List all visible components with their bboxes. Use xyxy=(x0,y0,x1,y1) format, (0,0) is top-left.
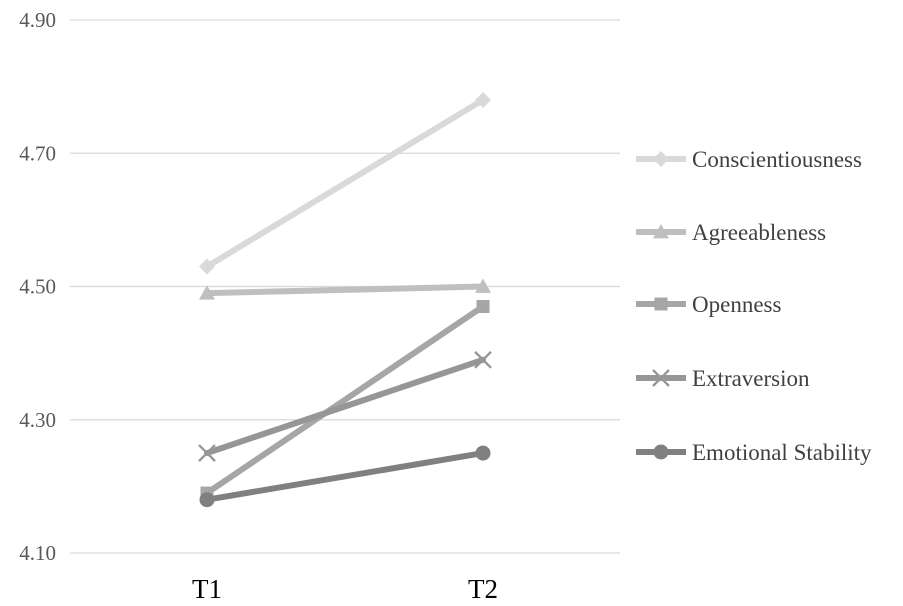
data-point xyxy=(475,278,491,293)
data-point xyxy=(199,285,215,300)
x-category-label: T2 xyxy=(468,574,498,604)
series-extraversion xyxy=(198,350,492,462)
series-openness xyxy=(200,299,490,500)
legend-item: Emotional Stability xyxy=(636,440,872,465)
legend-item: Extraversion xyxy=(636,366,810,391)
data-point xyxy=(199,492,215,508)
series-line xyxy=(204,96,486,270)
legend-item: Agreeableness xyxy=(636,220,826,245)
series-agreeableness xyxy=(199,278,491,300)
series-line xyxy=(204,303,486,497)
data-point xyxy=(199,258,215,275)
data-point xyxy=(476,299,490,313)
series-emotional-stability xyxy=(199,445,491,508)
legend-label: Agreeableness xyxy=(692,220,826,245)
y-tick-label: 4.70 xyxy=(19,141,56,165)
legend-item: Openness xyxy=(636,292,781,317)
y-tick-label: 4.50 xyxy=(19,275,56,299)
gridlines xyxy=(70,19,620,554)
series-conscientiousness xyxy=(199,91,491,275)
data-point xyxy=(474,350,492,369)
series-group xyxy=(198,91,492,508)
series-line xyxy=(204,356,486,457)
y-tick-label: 4.90 xyxy=(19,8,56,32)
y-tick-label: 4.30 xyxy=(19,408,56,432)
y-tick-label: 4.10 xyxy=(19,541,56,565)
data-point xyxy=(475,445,491,461)
x-axis-category-labels: T1 T2 xyxy=(192,574,498,604)
series-line xyxy=(204,283,486,297)
data-point xyxy=(198,444,216,462)
y-axis-tick-labels: 4.10 4.30 4.50 4.70 4.90 xyxy=(19,8,56,565)
legend-marker xyxy=(653,151,669,167)
x-category-label: T1 xyxy=(192,574,222,604)
legend: Conscientiousness Agreeableness Openness Ex… xyxy=(636,147,872,465)
legend-marker xyxy=(654,297,668,311)
data-point xyxy=(475,91,491,108)
legend-marker xyxy=(653,444,669,460)
legend-label: Extraversion xyxy=(692,366,810,391)
legend-label: Emotional Stability xyxy=(692,440,872,465)
legend-item: Conscientiousness xyxy=(636,147,862,172)
legend-marker xyxy=(653,224,669,239)
legend-label: Openness xyxy=(692,292,781,317)
legend-label: Conscientiousness xyxy=(692,147,862,172)
series-line xyxy=(204,450,486,503)
legend-marker xyxy=(652,369,670,387)
